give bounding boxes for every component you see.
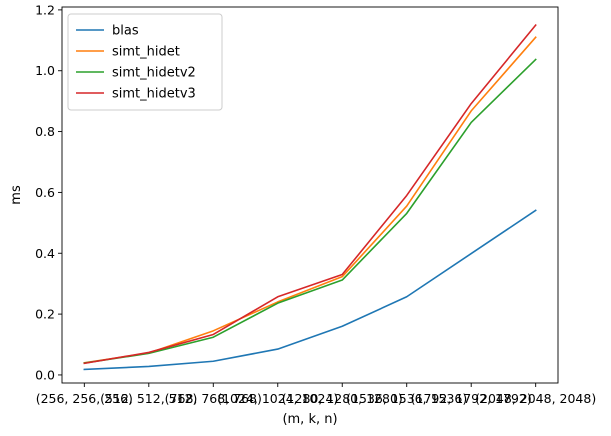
plot-frame bbox=[61, 6, 559, 384]
legend-label-blas: blas bbox=[112, 24, 139, 39]
x-tick-label: (1536, 1536, 1536) bbox=[346, 391, 467, 406]
x-tick-label: (512, 512, 512) bbox=[100, 391, 197, 406]
y-axis-label: ms bbox=[9, 185, 24, 205]
y-tick-label: 0.6 bbox=[35, 185, 55, 200]
series-line-simt_hidetv2 bbox=[83, 58, 537, 364]
y-tick-label: 0.2 bbox=[35, 307, 55, 322]
legend-label-simt_hidet: simt_hidet bbox=[112, 45, 180, 60]
series-layer bbox=[83, 23, 537, 371]
series-line-simt_hidetv3 bbox=[83, 23, 537, 365]
x-tick-label: (1024, 1024, 1024) bbox=[217, 391, 338, 406]
series-line-blas bbox=[83, 209, 537, 371]
legend-box bbox=[67, 13, 223, 111]
x-tick-label: (256, 256, 256) bbox=[36, 391, 133, 406]
x-axis-label: (m, k, n) bbox=[282, 412, 337, 427]
x-tick-label: (1280, 1280, 1280) bbox=[282, 391, 403, 406]
y-tick-label: 0.4 bbox=[35, 246, 55, 261]
x-tick-label: (2048, 2048, 2048) bbox=[475, 391, 596, 406]
y-tick-label: 1.2 bbox=[35, 2, 55, 17]
legend-label-simt_hidetv3: simt_hidetv3 bbox=[112, 87, 196, 102]
legend-label-simt_hidetv2: simt_hidetv2 bbox=[112, 66, 196, 81]
x-tick-label: (1792, 1792, 1792) bbox=[411, 391, 532, 406]
y-tick-label: 0.0 bbox=[35, 367, 55, 382]
legend: blas simt_hidet simt_hidetv2 simt_hidetv3 bbox=[67, 13, 223, 111]
x-tick-label: (768, 768, 768) bbox=[165, 391, 262, 406]
y-tick-label: 0.8 bbox=[35, 124, 55, 139]
axes-layer: 0.0 0.2 0.4 0.6 0.8 1.0 1.2 (256, 256, 256)(512… bbox=[35, 2, 596, 406]
y-tick-label: 1.0 bbox=[35, 63, 55, 78]
